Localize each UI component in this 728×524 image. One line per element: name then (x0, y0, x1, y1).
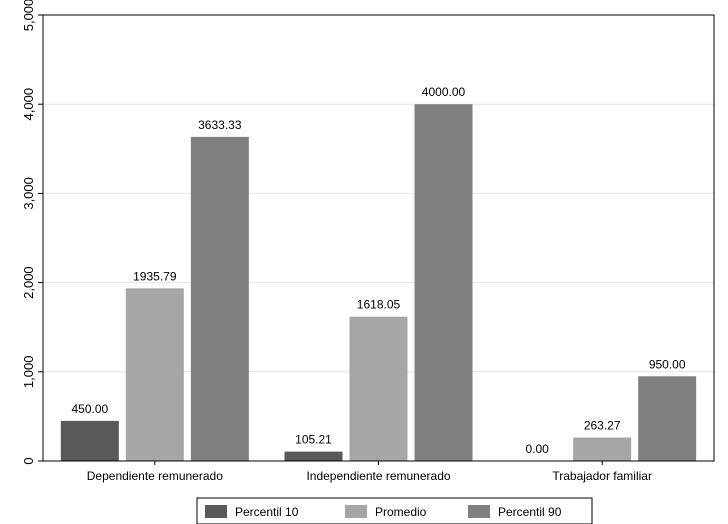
data-label: 1935.79 (133, 269, 177, 283)
data-label: 4000.00 (422, 85, 466, 99)
data-label: 450.00 (71, 402, 108, 416)
y-tick-label: 0 (21, 457, 36, 464)
legend-box (196, 497, 593, 524)
y-tick-label: 2,000 (21, 266, 36, 299)
data-label: 1618.05 (357, 298, 401, 312)
y-axis-ticks: 0 1,000 2,000 3,000 4,000 5,000 (21, 0, 43, 465)
legend-label: Promedio (375, 505, 427, 519)
value-labels: 450.00 1935.79 3633.33 105.21 1618.05 4000.00… (71, 85, 685, 456)
category-labels: Dependiente remunerado Independiente remu… (87, 461, 652, 483)
bar (125, 288, 184, 461)
y-tick-label: 1,000 (21, 356, 36, 389)
y-tick-label: 5,000 (21, 0, 36, 31)
plot-frame (42, 14, 715, 462)
legend-swatch (345, 505, 367, 518)
legend: Percentil 10 Promedio Percentil 90 (196, 497, 593, 524)
category-label: Trabajador familiar (552, 469, 652, 483)
y-tick-label: 4,000 (21, 88, 36, 121)
data-label: 950.00 (649, 357, 686, 371)
bar (414, 104, 473, 461)
bar (349, 316, 408, 461)
bar (60, 420, 119, 461)
bars (60, 104, 697, 461)
y-tick-label: 3,000 (21, 177, 36, 210)
bar (573, 437, 632, 461)
data-label: 0.00 (525, 442, 549, 456)
legend-label: Percentil 90 (498, 505, 562, 519)
bar (638, 376, 697, 461)
category-label: Independiente remunerado (306, 469, 450, 483)
category-label: Dependiente remunerado (87, 469, 223, 483)
data-label: 3633.33 (198, 118, 242, 132)
data-label: 105.21 (295, 433, 332, 447)
bar (284, 451, 343, 461)
data-label: 263.27 (584, 419, 621, 433)
bar (190, 136, 249, 461)
legend-swatch (468, 505, 490, 518)
legend-label: Percentil 10 (235, 505, 299, 519)
legend-swatch (205, 505, 227, 518)
